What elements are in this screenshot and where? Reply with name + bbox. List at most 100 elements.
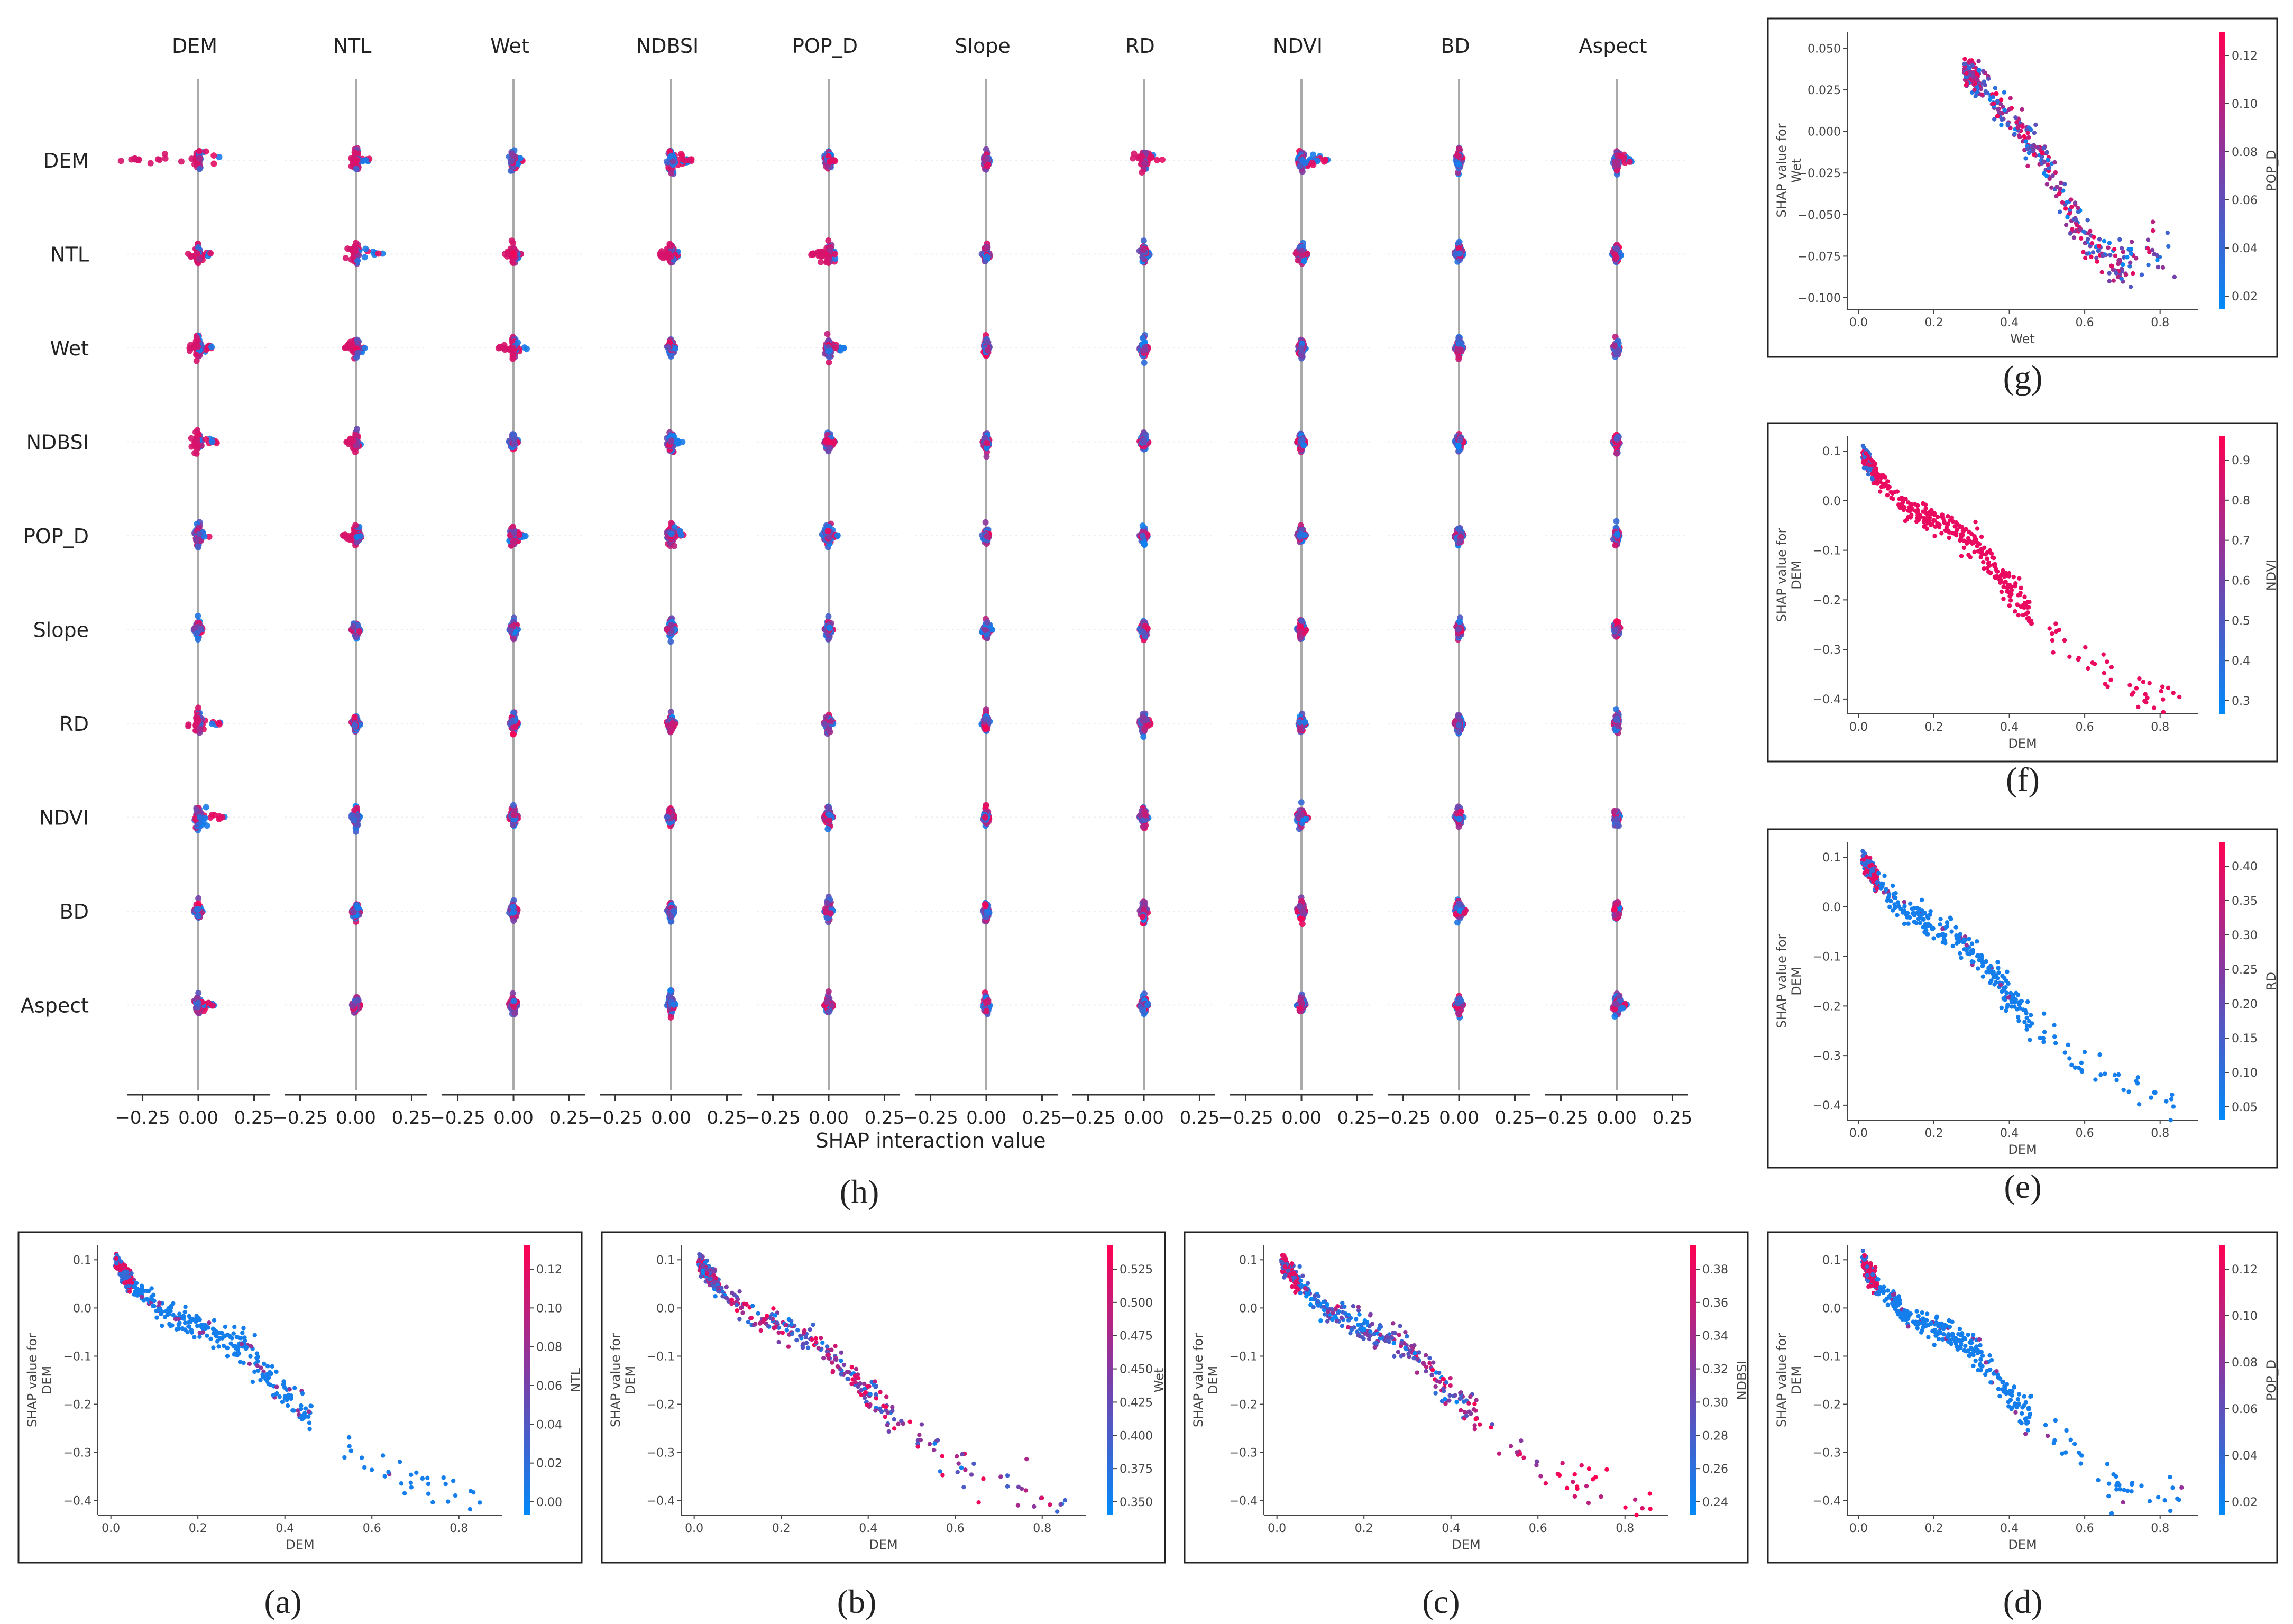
summary-dot: [178, 158, 185, 165]
column-title-aspect: Aspect: [1579, 34, 1647, 58]
summary-dot: [826, 625, 833, 631]
summary-dot: [824, 348, 831, 355]
summary-dot: [511, 252, 518, 259]
summary-dot: [983, 1008, 990, 1015]
summary-dot: [1139, 533, 1146, 539]
summary-dot: [507, 627, 514, 634]
summary-column-ntl: −0.25 0.00 0.25: [272, 79, 432, 1128]
summary-dot: [351, 149, 358, 156]
summary-dot: [657, 250, 664, 257]
summary-dots-rd-slope: [978, 706, 993, 735]
summary-dot: [834, 532, 841, 539]
summary-dot: [196, 530, 203, 537]
summary-dot: [982, 715, 989, 722]
summary-dot: [209, 720, 216, 727]
summary-dot: [667, 242, 674, 249]
summary-dot: [509, 345, 516, 352]
summary-dots-wet-pop_d: [821, 331, 847, 366]
summary-dot: [510, 802, 517, 809]
summary-column-dem: −0.25 0.00 0.25: [115, 79, 274, 1128]
summary-dot: [508, 158, 515, 164]
summary-dot: [350, 623, 357, 630]
summary-dot: [195, 612, 201, 619]
summary-dots-ndvi-slope: [980, 802, 993, 829]
summary-dot: [664, 626, 671, 632]
summary-dot: [985, 999, 992, 1006]
summary-dot: [208, 344, 215, 351]
summary-dots-pop_d-pop_d: [819, 520, 841, 550]
summary-dot: [1141, 160, 1148, 167]
summary-dot: [195, 343, 201, 350]
summary-dots-bd-ntl: [348, 901, 363, 925]
x-tick-label: 0.25: [549, 1107, 590, 1128]
summary-dot: [195, 704, 201, 711]
summary-dots-aspect-dem: [191, 989, 217, 1016]
summary-dot: [207, 250, 214, 256]
summary-dot: [983, 162, 990, 169]
summary-dot: [825, 613, 832, 620]
x-tick-label: −0.25: [588, 1107, 643, 1128]
summary-dots-ntl-dem: [185, 240, 214, 267]
summary-dot: [1140, 347, 1147, 354]
summary-dot: [352, 722, 359, 729]
summary-dot: [196, 255, 203, 262]
summary-dot: [194, 437, 201, 444]
summary-dot: [510, 524, 517, 530]
summary-dot: [667, 1014, 674, 1021]
summary-dot: [195, 913, 201, 920]
summary-dots-ndvi-dem: [191, 804, 228, 833]
summary-dot: [826, 253, 833, 260]
summary-dots-aspect-wet: [506, 990, 521, 1017]
summary-dots-bd-rd: [1136, 898, 1151, 927]
summary-dot: [195, 906, 201, 913]
summary-dots-ntl-wet: [501, 237, 524, 266]
summary-dot: [135, 157, 142, 164]
summary-dot: [1139, 335, 1146, 342]
x-tick-label: 0.25: [865, 1107, 905, 1128]
column-title-ndbsi: NDBSI: [636, 34, 699, 58]
column-title-slope: Slope: [955, 34, 1010, 58]
summary-dot: [361, 345, 368, 352]
summary-dots-rd-wet: [507, 709, 521, 738]
summary-dot: [342, 255, 349, 262]
summary-column-wet: −0.25 0.00 0.25: [430, 79, 589, 1128]
summary-dot: [984, 244, 991, 251]
summary-dots-slope-ntl: [348, 620, 364, 642]
summary-dot: [671, 543, 677, 549]
summary-dots-rd-rd: [1136, 710, 1154, 740]
x-tick-label: 0.25: [707, 1107, 747, 1128]
summary-dot: [985, 339, 992, 346]
summary-dot: [824, 331, 831, 337]
summary-dots-bd-pop_d: [821, 893, 837, 925]
summary-dot: [1140, 733, 1147, 740]
summary-dots-wet-ndbsi: [664, 336, 679, 360]
summary-dot: [197, 814, 204, 821]
summary-dot: [984, 155, 991, 162]
column-title-wet: Wet: [490, 34, 529, 58]
summary-column-pop_d: −0.25 0.00 0.25: [745, 79, 904, 1128]
summary-dot: [982, 902, 989, 909]
summary-dot: [353, 166, 360, 172]
summary-dot: [356, 628, 363, 635]
summary-dot: [984, 346, 991, 353]
summary-dots-pop_d-rd: [1136, 522, 1151, 548]
summary-dot: [350, 1003, 356, 1010]
summary-dots-ntl-ntl: [342, 240, 386, 267]
summary-dots-ndvi-pop_d: [821, 803, 836, 832]
summary-dot: [1148, 153, 1155, 160]
x-tick-label: 0.00: [651, 1107, 691, 1128]
summary-dot: [671, 1001, 677, 1008]
summary-dot: [205, 999, 212, 1006]
summary-dot: [353, 534, 360, 540]
summary-dots-ndvi-wet: [506, 802, 521, 829]
summary-dot: [501, 251, 508, 258]
summary-dot: [685, 157, 692, 164]
row-label-aspect: Aspect: [21, 994, 89, 1017]
summary-dots-slope-dem: [190, 612, 206, 643]
summary-dot: [188, 252, 195, 259]
summary-dot: [196, 155, 203, 162]
summary-dot: [828, 718, 834, 725]
summary-dot: [825, 237, 832, 244]
summary-dot: [209, 438, 216, 445]
summary-dot: [1140, 237, 1147, 244]
